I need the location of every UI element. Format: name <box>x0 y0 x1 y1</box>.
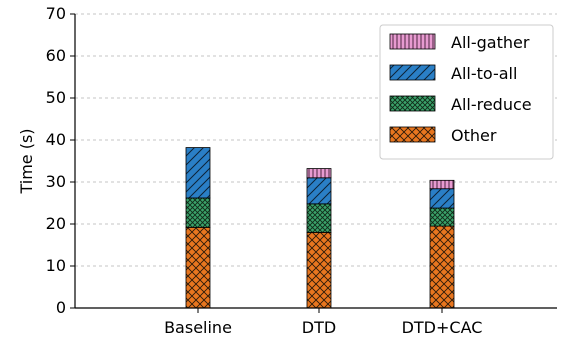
bar-all-to-all-2 <box>429 188 455 209</box>
legend-swatch-all-reduce <box>389 95 436 112</box>
y-tick-label: 10 <box>46 256 66 275</box>
bar-all-reduce-2 <box>429 207 455 227</box>
bar-other-2 <box>429 225 455 309</box>
x-tick-label: DTD <box>302 318 336 337</box>
axes <box>74 14 557 309</box>
legend-frame <box>379 24 554 160</box>
bar-other-1 <box>306 231 332 309</box>
y-tick-label: 0 <box>56 298 66 317</box>
x-tick-label: Baseline <box>164 318 232 337</box>
legend-swatch-other <box>389 126 436 143</box>
y-axis-label: Time (s) <box>17 128 36 194</box>
y-tick-label: 40 <box>46 130 66 149</box>
legend-label-all-reduce: All-reduce <box>451 95 532 114</box>
y-axis-ticks: 0 10 20 30 40 50 60 70 <box>46 4 75 317</box>
legend: All-gather All-to-all All-reduce Other <box>379 24 554 160</box>
bars <box>185 147 455 309</box>
y-tick-label: 50 <box>46 88 66 107</box>
y-tick-label: 60 <box>46 46 66 65</box>
y-tick-label: 30 <box>46 172 66 191</box>
bar-all-to-all-1 <box>306 177 332 205</box>
y-tick-label: 70 <box>46 4 66 23</box>
legend-swatch-all-gather <box>389 33 436 50</box>
legend-label-all-to-all: All-to-all <box>451 64 517 83</box>
legend-label-other: Other <box>451 126 497 145</box>
x-axis-ticks: Baseline DTD DTD+CAC <box>164 308 482 337</box>
bar-all-reduce-1 <box>306 203 332 233</box>
bar-all-reduce-0 <box>185 197 211 228</box>
legend-label-all-gather: All-gather <box>451 33 530 52</box>
bar-all-to-all-0 <box>185 147 211 199</box>
bar-other-0 <box>185 226 211 309</box>
x-tick-label: DTD+CAC <box>402 318 483 337</box>
bar-all-gather-2 <box>429 179 455 190</box>
legend-swatch-all-to-all <box>389 64 436 81</box>
y-tick-label: 20 <box>46 214 66 233</box>
bar-all-gather-1 <box>306 168 332 179</box>
